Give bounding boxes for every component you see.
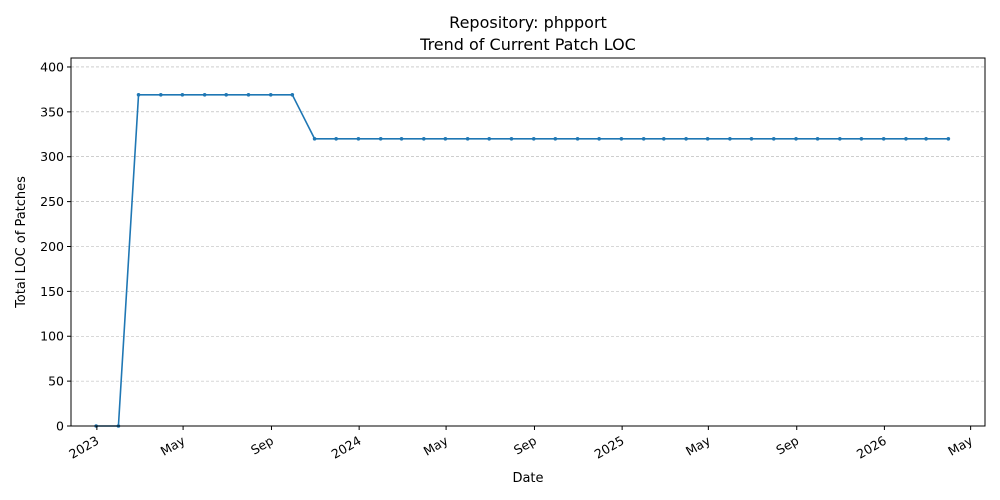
data-point xyxy=(180,93,185,97)
data-point xyxy=(334,136,338,141)
plot-frame xyxy=(70,57,986,427)
x-tick-label: Sep xyxy=(511,433,539,458)
data-point xyxy=(399,136,404,141)
data-point xyxy=(531,136,536,141)
data-point xyxy=(575,136,580,141)
x-tick-label: Sep xyxy=(773,433,801,458)
y-tick-label: 150 xyxy=(40,284,64,299)
x-tick-label: May xyxy=(683,433,713,459)
data-point xyxy=(619,136,624,141)
y-axis-ticks: 0 50 100 150 200 250 300 350 400 xyxy=(40,59,71,434)
data-point xyxy=(487,136,491,141)
data-point xyxy=(684,136,688,141)
data-point xyxy=(881,136,886,141)
data-point xyxy=(794,136,798,141)
data-point xyxy=(641,136,646,141)
x-axis-label: Date xyxy=(512,471,543,486)
y-tick-label: 50 xyxy=(48,374,64,389)
data-point xyxy=(815,136,820,141)
data-point xyxy=(553,136,558,141)
data-point xyxy=(465,136,470,141)
data-point xyxy=(705,136,710,141)
data-point xyxy=(924,136,928,141)
data-point xyxy=(224,93,229,97)
data-point xyxy=(728,136,732,141)
data-point xyxy=(422,136,426,141)
data-point xyxy=(749,136,754,141)
y-tick-label: 300 xyxy=(40,149,64,164)
data-point xyxy=(597,136,601,141)
data-point xyxy=(312,136,317,141)
data-point xyxy=(859,136,864,141)
x-tick-label: 2025 xyxy=(592,433,627,462)
data-point xyxy=(356,136,361,141)
y-axis-label: Total LOC of Patches xyxy=(14,176,29,309)
y-tick-label: 350 xyxy=(40,104,64,119)
data-point xyxy=(202,93,207,97)
data-point xyxy=(246,93,251,97)
data-point xyxy=(771,136,776,141)
y-tick-label: 200 xyxy=(40,239,64,254)
x-tick-label: 2023 xyxy=(66,433,101,462)
series-layer xyxy=(94,93,951,428)
x-tick-label: 2026 xyxy=(854,433,889,462)
y-tick-label: 100 xyxy=(40,329,64,344)
data-point xyxy=(443,136,448,141)
data-point xyxy=(290,93,295,97)
grid-lines xyxy=(71,66,985,382)
data-point xyxy=(159,93,163,97)
data-point xyxy=(268,93,273,97)
y-tick-label: 250 xyxy=(40,194,64,209)
x-tick-label: May xyxy=(945,433,975,459)
y-tick-label: 0 xyxy=(56,419,64,434)
x-tick-label: 2024 xyxy=(329,433,364,462)
data-point xyxy=(509,136,514,141)
x-tick-label: May xyxy=(158,433,188,459)
x-tick-label: Sep xyxy=(248,433,276,458)
chart-title: Repository: phpport xyxy=(449,13,607,32)
x-axis-ticks: 2023 May Sep 2024 May Sep 2025 May Sep 2026 May xyxy=(66,426,976,462)
series-line xyxy=(96,94,949,427)
data-point xyxy=(662,136,666,141)
data-point xyxy=(378,136,383,141)
x-tick-label: May xyxy=(421,433,451,459)
chart-subtitle: Trend of Current Patch LOC xyxy=(419,35,636,54)
data-point xyxy=(136,93,141,97)
data-point xyxy=(838,136,842,141)
data-point xyxy=(904,136,908,141)
data-point xyxy=(946,136,951,141)
y-tick-label: 400 xyxy=(40,59,64,74)
